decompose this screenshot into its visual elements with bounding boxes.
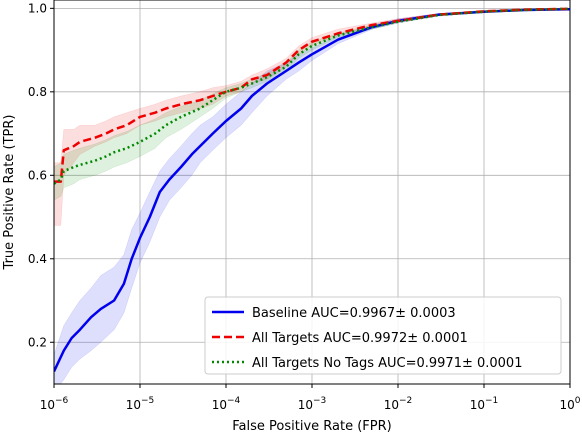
legend-label: All Targets No Tags AUC=0.9971± 0.0001: [252, 356, 522, 371]
legend-label: All Targets AUC=0.9972± 0.0001: [252, 331, 468, 346]
x-tick-label: 10−4: [212, 396, 241, 412]
y-tick-label: 0.8: [28, 85, 47, 99]
x-axis-ticks: 10−6 10−5 10−4 10−3 10−2 10−1 100: [40, 384, 581, 412]
y-tick-label: 0.2: [28, 335, 47, 349]
y-axis-label: True Positive Rate (TPR): [2, 115, 17, 271]
x-tick-label: 10−1: [470, 396, 499, 412]
x-tick-label: 100: [559, 396, 580, 412]
x-tick-label: 10−5: [126, 396, 155, 412]
x-tick-label: 10−2: [384, 396, 413, 412]
y-axis-ticks: 0.2 0.4 0.6 0.8 1.0: [28, 1, 54, 349]
all-targets-band: [54, 8, 570, 226]
all-targets-line: [54, 7, 570, 183]
y-tick-label: 0.6: [28, 168, 47, 182]
grid-lines: [53, 0, 571, 384]
x-axis-label: False Positive Rate (FPR): [232, 419, 391, 434]
y-tick-label: 0.4: [28, 252, 47, 266]
legend: Baseline AUC=0.9967± 0.0003 All Targets A…: [204, 296, 562, 375]
x-tick-label: 10−3: [298, 396, 327, 412]
y-tick-label: 1.0: [28, 1, 47, 15]
legend-box: [204, 296, 562, 375]
series-lines: [54, 7, 570, 373]
legend-label: Baseline AUC=0.9967± 0.0003: [252, 306, 456, 321]
x-tick-label: 10−6: [40, 396, 69, 412]
